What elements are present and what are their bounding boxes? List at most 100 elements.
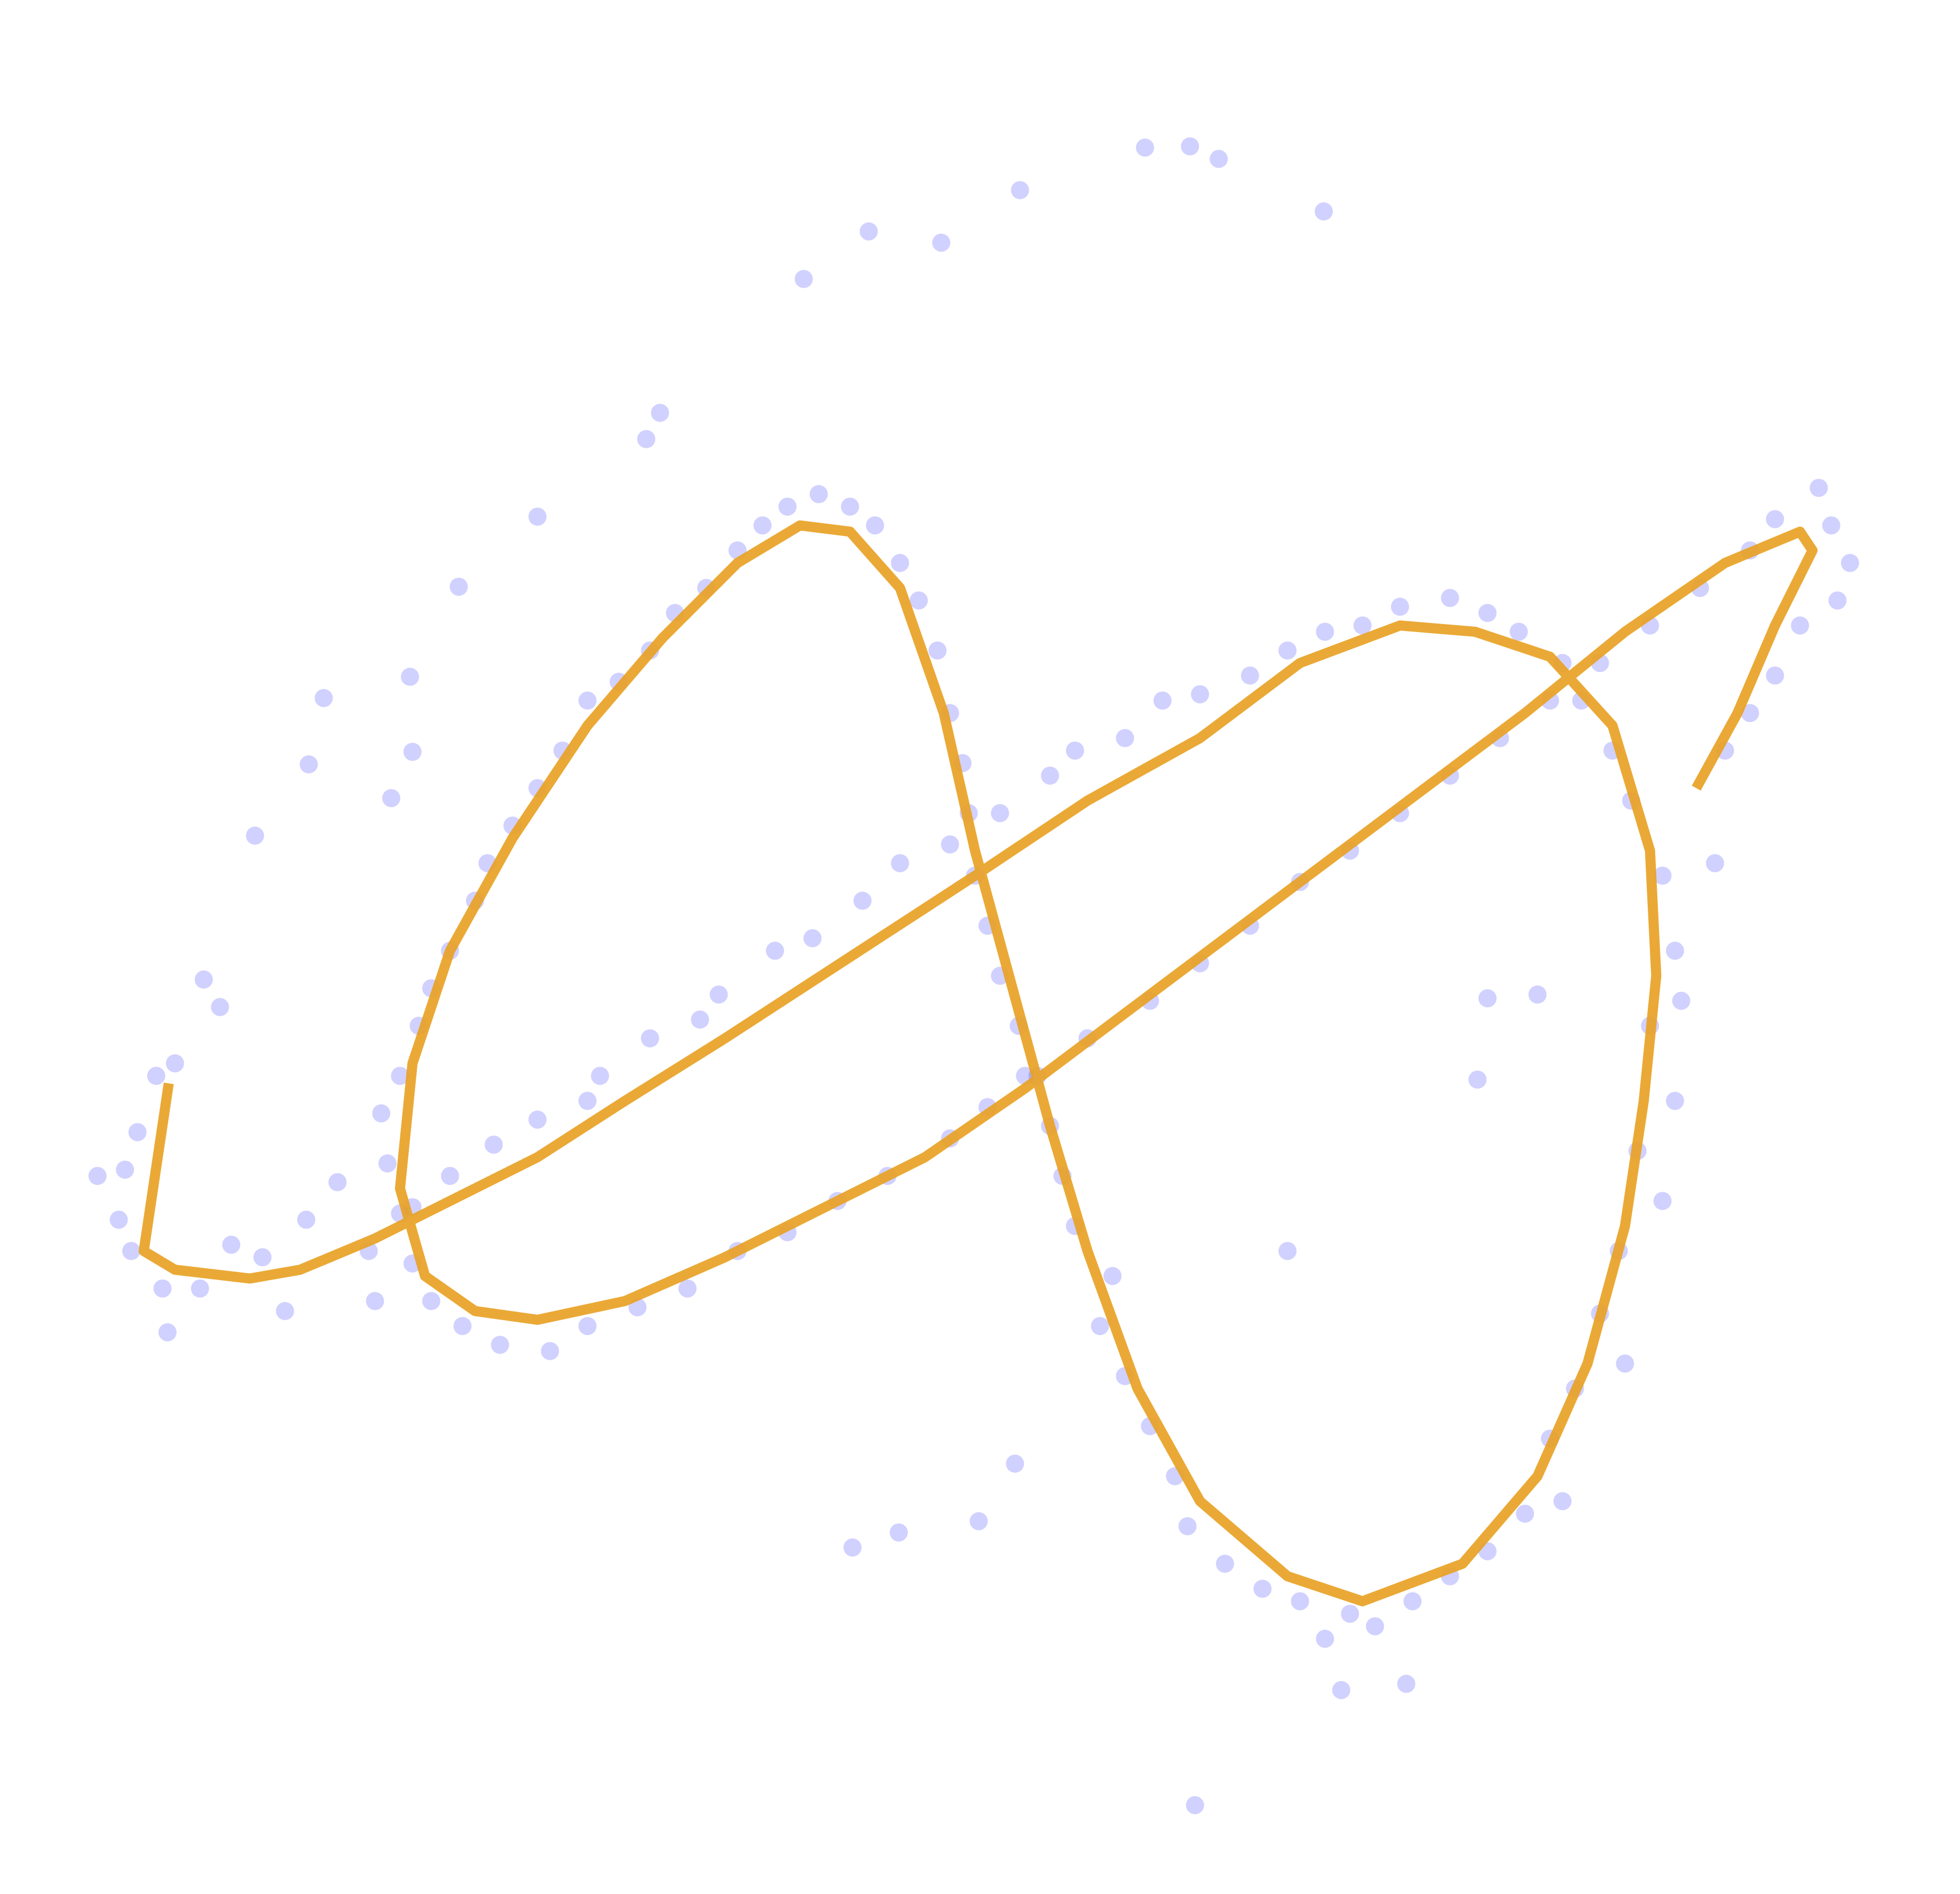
point bbox=[691, 1010, 709, 1029]
point bbox=[314, 689, 333, 707]
point bbox=[841, 498, 859, 516]
point bbox=[1210, 149, 1228, 168]
point bbox=[1390, 597, 1409, 616]
scatter-points bbox=[88, 137, 1859, 1814]
point bbox=[1316, 622, 1334, 641]
point bbox=[1136, 138, 1155, 157]
point bbox=[991, 804, 1009, 823]
point bbox=[709, 985, 728, 1004]
point bbox=[1828, 591, 1847, 610]
point bbox=[1191, 685, 1210, 704]
curve-line bbox=[138, 520, 1818, 1607]
point bbox=[1010, 181, 1029, 200]
point bbox=[222, 1235, 241, 1254]
point bbox=[158, 1323, 177, 1341]
point bbox=[1553, 1492, 1572, 1511]
point bbox=[391, 1067, 409, 1085]
point bbox=[1278, 1242, 1297, 1260]
point bbox=[1706, 854, 1724, 872]
point bbox=[128, 1123, 147, 1141]
point bbox=[328, 1173, 347, 1191]
point bbox=[859, 222, 878, 241]
point bbox=[541, 1341, 559, 1360]
point bbox=[1666, 942, 1685, 960]
point bbox=[165, 1054, 184, 1072]
point bbox=[297, 1210, 315, 1229]
point bbox=[299, 755, 318, 774]
point bbox=[1653, 866, 1672, 885]
point bbox=[1468, 1070, 1487, 1089]
point bbox=[578, 1317, 597, 1336]
point bbox=[637, 430, 655, 448]
point bbox=[372, 1104, 391, 1123]
point bbox=[528, 507, 547, 526]
point bbox=[109, 1210, 128, 1229]
point bbox=[1822, 516, 1840, 535]
point bbox=[1332, 1681, 1350, 1700]
point bbox=[88, 1166, 107, 1185]
point bbox=[1341, 1605, 1360, 1623]
point bbox=[191, 1279, 209, 1298]
point bbox=[1041, 766, 1060, 785]
point bbox=[1672, 991, 1690, 1010]
point bbox=[1791, 616, 1809, 635]
point bbox=[941, 835, 959, 854]
point bbox=[441, 1166, 460, 1185]
point bbox=[422, 1292, 440, 1311]
point bbox=[122, 1242, 140, 1260]
point bbox=[1216, 1554, 1234, 1573]
point bbox=[928, 641, 947, 660]
point bbox=[1478, 604, 1497, 622]
point bbox=[1528, 985, 1547, 1004]
point bbox=[1178, 1517, 1197, 1536]
point bbox=[1441, 589, 1459, 607]
point bbox=[1741, 704, 1759, 722]
point bbox=[641, 1029, 659, 1048]
point bbox=[866, 516, 884, 535]
point bbox=[1616, 1354, 1634, 1373]
point bbox=[1509, 622, 1528, 641]
point bbox=[1516, 1504, 1535, 1523]
point bbox=[1090, 1317, 1109, 1336]
point bbox=[1065, 741, 1084, 760]
point bbox=[1291, 1592, 1309, 1611]
point bbox=[382, 789, 400, 808]
point bbox=[803, 929, 822, 948]
point bbox=[910, 591, 928, 610]
point bbox=[778, 498, 797, 516]
point bbox=[1366, 1617, 1385, 1636]
point bbox=[678, 1279, 697, 1298]
point bbox=[366, 1292, 384, 1311]
point bbox=[765, 942, 784, 960]
point bbox=[116, 1161, 135, 1179]
point bbox=[378, 1154, 397, 1173]
point bbox=[194, 970, 213, 989]
point bbox=[403, 743, 422, 761]
point bbox=[1403, 1592, 1422, 1611]
point bbox=[153, 1279, 172, 1298]
point bbox=[889, 1523, 908, 1542]
point bbox=[932, 233, 951, 252]
point bbox=[449, 578, 468, 596]
point bbox=[1766, 666, 1784, 685]
point bbox=[1653, 1191, 1672, 1210]
point bbox=[485, 1135, 503, 1154]
point bbox=[1278, 641, 1297, 660]
point bbox=[211, 998, 230, 1016]
point bbox=[794, 270, 813, 288]
point bbox=[1006, 1454, 1024, 1473]
point bbox=[1316, 1629, 1334, 1648]
point bbox=[853, 891, 872, 910]
point bbox=[147, 1067, 165, 1085]
point bbox=[1766, 510, 1784, 528]
point bbox=[275, 1301, 294, 1320]
point bbox=[1353, 616, 1372, 635]
point bbox=[843, 1538, 862, 1557]
point bbox=[1103, 1267, 1122, 1285]
point bbox=[1253, 1580, 1272, 1598]
point bbox=[246, 826, 264, 845]
point bbox=[1153, 691, 1172, 710]
point bbox=[1478, 989, 1497, 1008]
